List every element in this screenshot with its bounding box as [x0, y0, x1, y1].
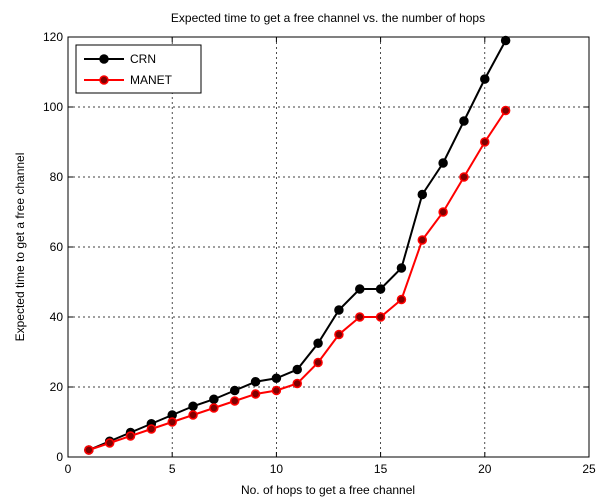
data-point: [292, 378, 302, 389]
plot-frame: [67, 36, 590, 458]
y-tick-label: 40: [50, 310, 64, 324]
y-tick-label: 100: [43, 100, 63, 114]
data-point: [438, 158, 448, 168]
y-tick-label: 80: [50, 170, 64, 184]
x-tick-label: 25: [582, 462, 596, 476]
data-point: [313, 338, 323, 348]
data-point: [125, 431, 136, 441]
data-point: [188, 401, 198, 411]
data-point: [459, 116, 469, 126]
data-point: [84, 445, 94, 455]
data-point: [229, 396, 240, 406]
data-point: [334, 305, 344, 315]
data-point: [229, 385, 240, 396]
legend-marker: [99, 54, 109, 64]
data-point: [188, 410, 198, 420]
data-point: [250, 389, 261, 399]
data-point: [271, 385, 282, 396]
x-tick-label: 20: [478, 462, 492, 476]
data-point: [459, 172, 469, 182]
data-point: [355, 284, 365, 294]
data-point: [480, 74, 490, 84]
y-tick-label: 20: [50, 380, 64, 394]
data-point: [104, 438, 115, 448]
legend-label: CRN: [130, 52, 156, 66]
legend-marker: [99, 75, 109, 85]
x-tick-label: 10: [270, 462, 284, 476]
data-point: [480, 137, 490, 147]
x-tick-label: 5: [169, 462, 176, 476]
x-axis-label: No. of hops to get a free channel: [241, 483, 415, 497]
data-point: [375, 312, 386, 322]
legend-box: [75, 44, 202, 94]
data-point: [209, 403, 219, 413]
data-point: [500, 35, 511, 46]
data-point: [417, 235, 428, 245]
data-point: [500, 105, 511, 116]
chart-title: Expected time to get a free channel vs. …: [171, 11, 485, 25]
data-point: [292, 364, 302, 375]
data-point: [250, 377, 261, 387]
data-point: [396, 294, 407, 305]
x-tick-label: 15: [374, 462, 388, 476]
data-point: [146, 424, 157, 434]
y-tick-label: 60: [50, 240, 64, 254]
data-point: [375, 284, 386, 294]
x-tick-label: 0: [65, 462, 72, 476]
y-axis-label: Expected time to get a free channel: [13, 153, 27, 342]
data-point: [334, 329, 344, 340]
data-point: [209, 394, 219, 404]
data-point: [167, 417, 177, 427]
data-point: [417, 189, 428, 200]
legend-label: MANET: [130, 73, 173, 87]
data-point: [438, 207, 448, 217]
y-tick-label: 120: [43, 30, 63, 44]
data-point: [271, 373, 282, 383]
data-point: [396, 263, 407, 273]
data-point: [355, 312, 365, 322]
y-tick-label: 0: [56, 450, 63, 464]
data-point: [313, 357, 323, 368]
